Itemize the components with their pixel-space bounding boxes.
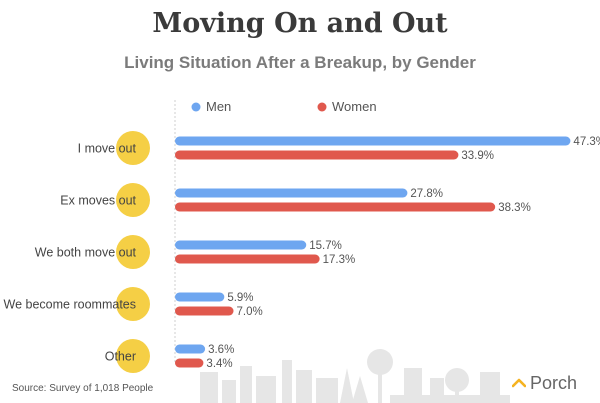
- bar-women: [175, 254, 320, 264]
- category-label: I move out: [78, 142, 137, 156]
- bar-men: [175, 188, 408, 198]
- data-label: 5.9%: [227, 292, 253, 304]
- bar-women: [175, 150, 459, 160]
- category-label: We become roommates: [4, 298, 136, 312]
- skyline-illustration: [200, 349, 510, 403]
- bar-women: [175, 306, 234, 316]
- category-marker: [116, 287, 150, 321]
- legend-label-women: Women: [332, 99, 377, 114]
- bar-women: [175, 202, 496, 212]
- data-label: 27.8%: [410, 188, 443, 200]
- brand-name: Porch: [530, 373, 578, 393]
- bar-men: [175, 240, 307, 250]
- legend-label-men: Men: [206, 99, 231, 114]
- bar-women: [175, 358, 204, 368]
- category-label: We both move out: [35, 246, 137, 260]
- category-marker: [116, 339, 150, 373]
- category-label: Other: [105, 350, 136, 364]
- porch-roof-icon: [512, 378, 526, 387]
- data-label: 47.3%: [573, 136, 600, 148]
- category-marker: [116, 131, 150, 165]
- data-label: 7.0%: [237, 306, 263, 318]
- data-label: 17.3%: [323, 254, 356, 266]
- legend-swatch-men: [191, 102, 201, 112]
- bar-men: [175, 292, 225, 302]
- brand-logo: Porch: [512, 373, 577, 394]
- source-note: Source: Survey of 1,018 People: [12, 383, 154, 394]
- category-marker: [116, 183, 150, 217]
- chart-title: Moving On and Out: [152, 8, 448, 39]
- data-label: 3.4%: [206, 358, 232, 370]
- legend-swatch-women: [317, 102, 327, 112]
- data-label: 3.6%: [208, 344, 234, 356]
- category-marker: [116, 235, 150, 269]
- data-label: 38.3%: [498, 202, 531, 214]
- chart-subtitle: Living Situation After a Breakup, by Gen…: [124, 53, 476, 72]
- category-label: Ex moves out: [60, 194, 136, 208]
- data-label: 33.9%: [461, 150, 494, 162]
- bar-men: [175, 344, 206, 354]
- data-label: 15.7%: [309, 240, 342, 252]
- bar-men: [175, 136, 571, 146]
